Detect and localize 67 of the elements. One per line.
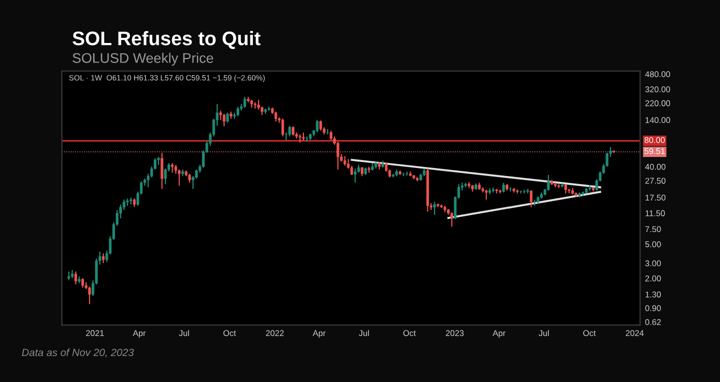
- x-tick-label: Jul: [358, 330, 369, 336]
- y-tick-label: 220.00: [645, 100, 670, 106]
- y-tick-label: 5.00: [645, 241, 661, 248]
- candlestick: [102, 252, 105, 264]
- candlestick: [588, 184, 592, 192]
- candlestick: [288, 125, 291, 137]
- x-tick-label: 2023: [446, 330, 464, 336]
- y-tick-label: 480.00: [645, 71, 670, 78]
- candlestick: [450, 212, 454, 228]
- y-tick-label: 0.62: [645, 319, 661, 326]
- x-tick-label: Oct: [403, 330, 416, 336]
- chart-title: SOL Refuses to Quit: [72, 31, 260, 49]
- x-tick-label: Apr: [132, 330, 146, 338]
- candlestick: [226, 112, 229, 124]
- candlestick: [330, 130, 332, 140]
- y-tick-label: 3.00: [645, 260, 661, 266]
- y-tick-label: 0.90: [645, 305, 661, 312]
- x-tick-label: Jul: [538, 330, 549, 336]
- text: Data as of Nov 20, 2023: [22, 348, 134, 358]
- ref-line-label: 80.00: [644, 137, 665, 144]
- candlestick: [360, 166, 364, 177]
- candlestick: [344, 156, 346, 166]
- y-tick-label: 140.00: [646, 117, 670, 124]
- candlestick: [88, 286, 91, 305]
- x-tick-label: Apr: [492, 330, 506, 338]
- candlestick: [292, 126, 294, 136]
- candlestick: [526, 188, 530, 194]
- candlestick: [519, 190, 522, 194]
- candlestick: [243, 96, 246, 108]
- candlestick: [502, 182, 505, 194]
- y-tick-label: 17.50: [646, 194, 666, 201]
- candlestick: [222, 113, 226, 127]
- y-tick-label: 27.50: [645, 178, 666, 184]
- x-tick-label: 2021: [86, 330, 104, 336]
- y-tick-label: 11.50: [646, 210, 665, 216]
- candlestick: [564, 184, 567, 194]
- y-tick-label: 320.00: [645, 86, 670, 92]
- y-tick-label: 40.00: [645, 164, 666, 170]
- candlestick: [178, 169, 181, 186]
- candlestick: [484, 189, 488, 200]
- candlestick: [81, 278, 84, 288]
- candlestick: [547, 174, 550, 192]
- x-tick-label: Jul: [178, 330, 189, 336]
- candlestick: [274, 111, 278, 122]
- x-tick-label: 2022: [266, 330, 284, 336]
- y-tick-label: 1.30: [646, 292, 661, 298]
- candlestick: [530, 190, 532, 208]
- candlestick: [554, 182, 557, 188]
- x-tick-label: Oct: [583, 330, 596, 336]
- candlestick: [171, 162, 174, 174]
- candlestick: [281, 118, 284, 137]
- candlestick: [160, 152, 164, 190]
- candlestick: [319, 120, 322, 132]
- candlestick: [433, 201, 436, 216]
- x-tick-label: 2024: [626, 330, 644, 336]
- y-tick-label: 7.50: [645, 226, 661, 232]
- candlestick: [74, 270, 78, 285]
- ref-line-label: 59.51: [644, 148, 665, 154]
- x-tick-label: Apr: [312, 330, 326, 338]
- y-tick-label: 2.00: [645, 276, 661, 282]
- candlestick: [354, 168, 357, 184]
- candlestick: [236, 106, 240, 117]
- candlestick: [522, 189, 526, 194]
- candlestick: [492, 186, 495, 194]
- candlestick: [316, 119, 319, 134]
- chart-subtitle: SOLUSD Weekly Price: [72, 52, 214, 66]
- x-tick-label: Oct: [223, 330, 236, 336]
